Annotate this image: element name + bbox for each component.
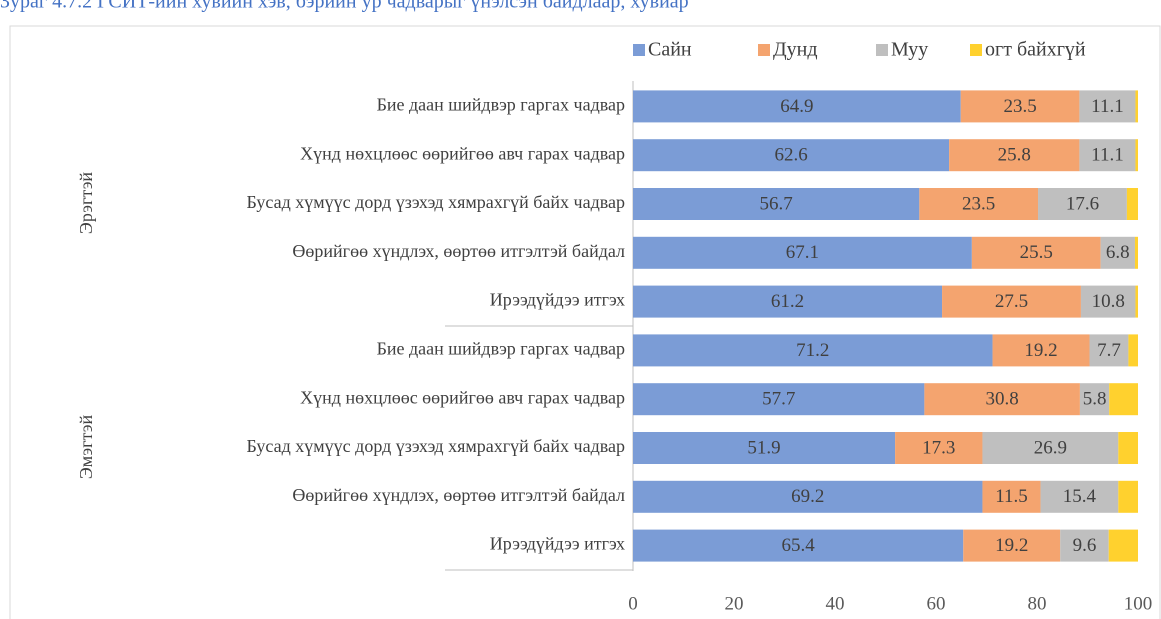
bar-segment (919, 188, 1039, 220)
data-label: 11.1 (1091, 96, 1124, 117)
data-label: 71.2 (796, 340, 829, 361)
bar-segment (1134, 236, 1138, 269)
category-label: Ирээдүйдээ итгэх (490, 290, 625, 310)
bar-segment (633, 139, 950, 172)
bar-segment (949, 139, 1080, 172)
legend-label: Дунд (773, 39, 818, 61)
data-label: 57.7 (762, 389, 795, 410)
data-label: 56.7 (760, 193, 793, 214)
data-label: 11.5 (995, 486, 1028, 507)
data-label: 17.6 (1066, 193, 1099, 214)
bar-segment (992, 334, 1090, 367)
bar-segment (1100, 236, 1135, 269)
legend-label: Сайн (648, 39, 692, 61)
bar-segment (1108, 529, 1138, 562)
category-label: Ирээдүйдээ итгэх (490, 534, 625, 554)
bar-segment (1079, 90, 1136, 123)
category-label: Өөрийгөө хүндлэх, өөртөө итгэлтэй байдал (292, 485, 625, 505)
data-label: 15.4 (1063, 486, 1097, 507)
data-label: 19.2 (995, 535, 1028, 556)
bar-segment (633, 480, 983, 513)
bar-segment (633, 529, 964, 562)
bar-segment (1079, 139, 1136, 172)
bar-segment (1126, 188, 1138, 220)
legend-swatch (876, 44, 888, 56)
bar-segment (633, 285, 943, 318)
bar-segment (1118, 432, 1138, 464)
bar-segment (960, 90, 1080, 123)
category-label: Бусад хүмүүс дорд үзэхэд хямрахгүй байх … (247, 192, 625, 212)
legend-label: Муу (891, 39, 928, 61)
bar-segment (1079, 383, 1110, 416)
bar-segment (982, 480, 1041, 513)
bar-segment (895, 432, 983, 464)
bar-segment (1135, 139, 1138, 172)
bar-segment (633, 90, 961, 123)
category-label: Хүнд нөхцлөөс өөрийгөө авч гарах чадвар (300, 387, 625, 407)
bar-segment (633, 236, 972, 269)
bar-segment (1060, 529, 1109, 562)
data-label: 69.2 (791, 486, 824, 507)
bar-segment (1080, 285, 1136, 318)
data-label: 23.5 (962, 193, 995, 214)
bar-segment (633, 432, 896, 464)
data-label: 23.5 (1003, 96, 1036, 117)
data-label: 61.2 (771, 291, 804, 312)
bar-segment (1135, 285, 1138, 318)
data-label: 25.8 (998, 145, 1031, 166)
category-label: Өөрийгөө хүндлэх, өөртөө итгэлтэй байдал (292, 241, 625, 261)
data-label: 19.2 (1024, 340, 1057, 361)
bar-segment (1040, 480, 1119, 513)
data-label: 62.6 (774, 145, 807, 166)
legend-swatch (633, 44, 645, 56)
bar-segment (1118, 480, 1138, 513)
bar-segment (1128, 334, 1138, 367)
data-label: 5.8 (1083, 389, 1107, 410)
data-label: 26.9 (1034, 437, 1067, 458)
data-label: 65.4 (782, 535, 816, 556)
bar-segment (633, 334, 993, 367)
x-tick-label: 80 (1028, 593, 1047, 614)
data-label: 9.6 (1073, 535, 1097, 556)
bar-segment (1089, 334, 1129, 367)
bar-segment (963, 529, 1061, 562)
category-label: Бие даан шийдвэр гаргах чадвар (377, 339, 625, 359)
data-label: 6.8 (1106, 242, 1130, 263)
bar-segment (1109, 383, 1138, 416)
legend-swatch (758, 44, 770, 56)
data-label: 64.9 (780, 96, 813, 117)
bar-segment (633, 188, 920, 220)
bar-segment (982, 432, 1119, 464)
x-tick-label: 60 (927, 593, 946, 614)
category-label: Бие даан шийдвэр гаргах чадвар (377, 95, 625, 115)
category-label: Хүнд нөхцлөөс өөрийгөө авч гарах чадвар (300, 143, 625, 163)
bar-segment (1135, 90, 1138, 123)
bar-segment (942, 285, 1081, 318)
group-label: Эмэгтэй (76, 414, 96, 479)
legend-swatch (970, 44, 982, 56)
bar-segment (971, 236, 1101, 269)
chart-frame (9, 25, 1161, 619)
data-label: 51.9 (747, 437, 780, 458)
bar-segment (633, 383, 925, 416)
x-tick-label: 20 (725, 593, 744, 614)
legend-label: огт байхгүй (985, 39, 1086, 61)
data-label: 25.5 (1020, 242, 1053, 263)
chart-title: Зураг 4.7.2 ГСИТ-ийн хувийн хэв, бэрийн … (0, 0, 689, 13)
data-label: 11.1 (1091, 145, 1124, 166)
x-tick-label: 40 (826, 593, 845, 614)
data-label: 10.8 (1092, 291, 1125, 312)
data-label: 17.3 (922, 437, 955, 458)
data-label: 30.8 (986, 389, 1019, 410)
group-label: Эрэгтэй (76, 172, 96, 234)
data-label: 27.5 (995, 291, 1028, 312)
x-tick-label: 0 (628, 593, 638, 614)
bar-segment (924, 383, 1080, 416)
x-tick-label: 100 (1124, 593, 1153, 614)
data-label: 67.1 (786, 242, 819, 263)
category-label: Бусад хүмүүс дорд үзэхэд хямрахгүй байх … (247, 436, 625, 456)
data-label: 7.7 (1097, 340, 1121, 361)
bar-segment (1038, 188, 1127, 220)
